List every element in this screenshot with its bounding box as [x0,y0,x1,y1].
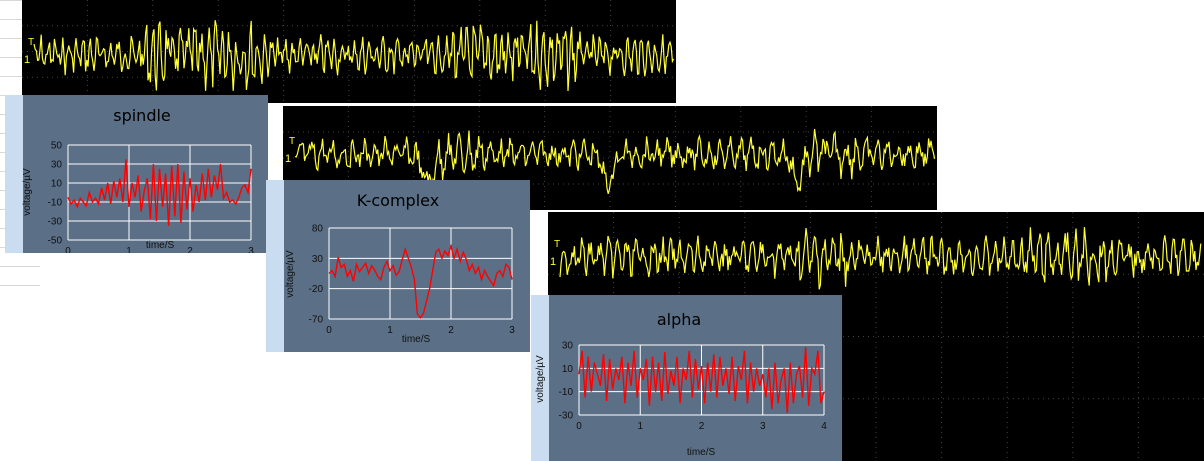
oscilloscope-trace [33,20,675,92]
y-axis-label: voltage/µV [535,355,546,403]
oscilloscope-trace [294,128,936,194]
chart-panel-spindle: spindle 50 30 10 -10 -30 -50 0 1 2 3 time/S voltage/… [5,95,268,253]
trigger-marker: T [28,37,34,48]
x-tick-label: 3 [509,325,515,336]
channel-marker: 1 [550,256,556,268]
chart-panel-alpha: alpha 30 10 -10 -30 0 1 2 3 4 time/S voltage/µV [531,295,842,461]
x-tick-label: 1 [126,246,132,253]
x-axis-label: time/S [146,240,175,251]
y-tick-label: -30 [48,217,63,228]
y-tick-label: 80 [312,224,324,235]
x-tick-label: 2 [187,246,193,253]
oscilloscope-trace [559,227,1202,290]
channel-marker: 1 [24,54,30,66]
y-tick-label: 30 [312,254,324,265]
x-tick-label: 3 [248,246,254,253]
y-axis-label: voltage/µV [285,250,296,298]
x-axis-label: time/S [687,447,716,458]
chart-spindle: spindle 50 30 10 -10 -30 -500 1 2 3 time/S voltage/… [22,106,254,253]
y-tick-label: 50 [51,141,63,152]
y-tick-label: 30 [51,160,63,171]
y-tick-label: -70 [309,315,324,326]
y-tick-label: -50 [48,236,63,247]
x-axis-label: time/S [402,334,431,345]
x-tick-label: 1 [387,325,393,336]
chart-kcomplex: K-complex 80 30 -20 -700 1 2 3 time/S voltage/µV [285,191,515,345]
panel-strip [266,180,284,352]
chart-title: K-complex [357,191,439,210]
trigger-marker: T [554,239,560,250]
x-tick-label: 2 [699,421,705,432]
trigger-marker: T [289,136,295,147]
x-tick-label: 0 [65,246,71,253]
y-axis-label: voltage/µV [22,168,33,216]
x-tick-label: 3 [760,421,766,432]
panel-strip [531,295,549,461]
x-tick-label: 4 [821,421,827,432]
y-tick-label: -10 [559,387,574,398]
series-line [578,347,825,413]
panel-strip [5,95,23,253]
series-line [328,243,513,319]
y-tick-label: 10 [51,179,63,190]
y-tick-label: -30 [559,411,574,422]
y-tick-label: 30 [562,341,574,352]
y-tick-label: 10 [562,364,574,375]
x-tick-label: 1 [637,421,643,432]
y-tick-label: -20 [309,284,324,295]
y-tick-label: -10 [48,198,63,209]
channel-marker: 1 [285,153,291,165]
chart-alpha: alpha 30 10 -10 -300 1 2 3 4 time/S voltage/µV [535,310,827,458]
x-tick-label: 0 [326,325,332,336]
series-line [67,159,252,226]
chart-title: alpha [657,310,701,329]
x-tick-label: 0 [576,421,582,432]
x-tick-label: 2 [448,325,454,336]
chart-panel-kcomplex: K-complex 80 30 -20 -70 0 1 2 3 time/S voltage/µV [266,180,530,352]
chart-title: spindle [113,106,171,125]
